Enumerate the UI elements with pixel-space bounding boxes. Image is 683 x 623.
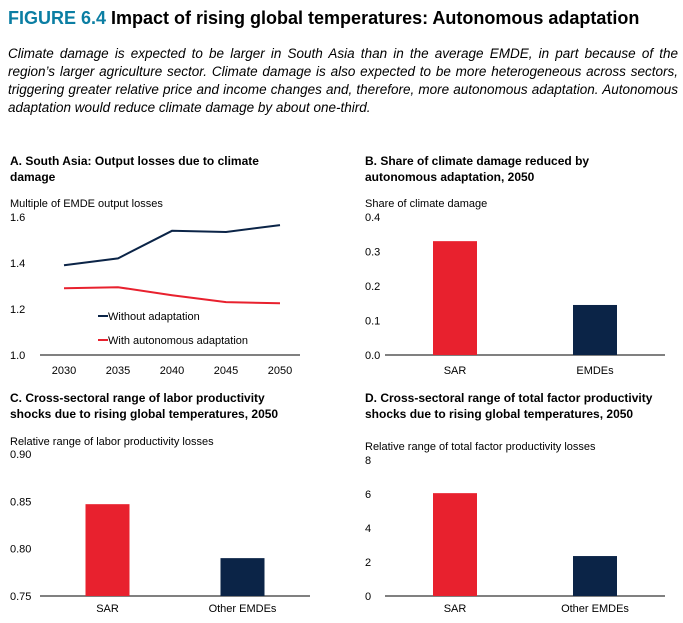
figure-number: FIGURE 6.4 — [8, 8, 107, 28]
panel-c: C. Cross-sectoral range of labor product… — [10, 390, 330, 620]
panel-c-bar-sar — [85, 504, 130, 596]
panel-d-y-tick-label: 8 — [365, 455, 371, 467]
panel-a-series-line-with-adaptation — [63, 286, 281, 305]
panel-b-bar-sar — [433, 241, 477, 355]
panel-a-x-tick-label: 2040 — [160, 365, 184, 377]
panel-d-y-tick-label: 0 — [365, 591, 371, 603]
panel-b-bar-emdes — [573, 304, 617, 355]
panel-a-title-line-2: damage — [10, 170, 56, 184]
panel-d-y-tick-label: 2 — [365, 557, 371, 569]
panel-d: D. Cross-sectoral range of total factor … — [365, 390, 680, 620]
panel-b-title: B. Share of climate damage reduced by au… — [365, 153, 589, 185]
panel-a-x-tick-label: 2030 — [52, 365, 76, 377]
panel-a-title: A. South Asia: Output losses due to clim… — [10, 153, 259, 185]
panel-a-y-tick-label: 1.4 — [10, 258, 25, 270]
panel-d-bar-sar — [433, 493, 477, 596]
panel-d-x-tick-label: Other EMDEs — [561, 603, 629, 615]
panel-d-x-tick-label: SAR — [444, 603, 467, 615]
panel-b-y-axis-label: Share of climate damage — [365, 198, 487, 210]
panel-c-y-tick-label: 0.90 — [10, 449, 31, 461]
panel-c-x-tick-label: Other EMDEs — [209, 603, 277, 615]
panel-c-chart: Relative range of labor productivity los… — [10, 436, 310, 615]
panel-c-y-axis-label: Relative range of labor productivity los… — [10, 436, 214, 448]
panel-d-chart: Relative range of total factor productiv… — [365, 441, 665, 615]
panel-a-y-tick-label: 1.6 — [10, 212, 25, 224]
panel-b-x-tick-label: SAR — [444, 365, 467, 377]
panel-b-chart: Share of climate damage 0.0 0.1 0.2 0.3 0.4 SA… — [365, 198, 665, 377]
panel-a-y-tick-label: 1.2 — [10, 304, 25, 316]
panel-a-title-line-1: A. South Asia: Output losses due to clim… — [10, 154, 259, 168]
panel-b-x-tick-label: EMDEs — [576, 365, 614, 377]
panel-b-title-line-2: autonomous adaptation, 2050 — [365, 170, 535, 184]
panel-a-y-axis-label: Multiple of EMDE output losses — [10, 198, 163, 210]
panel-c-x-tick-label: SAR — [96, 603, 119, 615]
panel-d-title: D. Cross-sectoral range of total factor … — [365, 390, 652, 422]
panel-d-bar-other-emdes — [573, 556, 617, 596]
panel-b-title-line-1: B. Share of climate damage reduced by — [365, 154, 590, 168]
panel-a-legend-label: With autonomous adaptation — [108, 335, 248, 347]
figure-title: FIGURE 6.4 Impact of rising global tempe… — [8, 8, 639, 29]
panel-d-title-line-2: shocks due to rising global temperatures… — [365, 407, 634, 421]
panel-b-y-tick-label: 0.1 — [365, 316, 380, 328]
panel-c-bar-other-emdes — [220, 558, 265, 596]
panel-a-y-tick-label: 1.0 — [10, 350, 25, 362]
panel-c-y-tick-label: 0.85 — [10, 496, 31, 508]
panel-d-y-tick-label: 4 — [365, 523, 371, 535]
panel-c-title-line-2: shocks due to rising global temperatures… — [10, 407, 279, 421]
figure-title-text: Impact of rising global temperatures: Au… — [106, 8, 640, 28]
panel-a-chart: Multiple of EMDE output losses 1.0 1.2 1.4 1… — [10, 198, 300, 377]
panel-a-x-tick-label: 2045 — [214, 365, 238, 377]
panel-a-legend-label: Without adaptation — [108, 311, 200, 323]
panel-b-y-tick-label: 0.4 — [365, 212, 380, 224]
panel-d-y-axis-label: Relative range of total factor productiv… — [365, 441, 596, 453]
panel-c-title-line-1: C. Cross-sectoral range of labor product… — [10, 391, 265, 405]
panel-c-y-tick-label: 0.75 — [10, 591, 31, 603]
panel-b-y-tick-label: 0.2 — [365, 281, 380, 293]
panel-b-y-tick-label: 0.0 — [365, 350, 380, 362]
panel-b: B. Share of climate damage reduced by au… — [365, 153, 675, 383]
panel-d-title-line-1: D. Cross-sectoral range of total factor … — [365, 391, 653, 405]
panel-a-series-line-without-adaptation — [63, 224, 281, 267]
panel-a: A. South Asia: Output losses due to clim… — [10, 153, 330, 383]
panel-d-y-tick-label: 6 — [365, 489, 371, 501]
panel-a-x-tick-label: 2035 — [106, 365, 130, 377]
panel-b-y-tick-label: 0.3 — [365, 247, 380, 259]
panel-c-title: C. Cross-sectoral range of labor product… — [10, 390, 278, 422]
panel-c-y-tick-label: 0.80 — [10, 544, 31, 556]
panel-a-x-tick-label: 2050 — [268, 365, 292, 377]
figure-subtitle: Climate damage is expected to be larger … — [8, 46, 678, 115]
